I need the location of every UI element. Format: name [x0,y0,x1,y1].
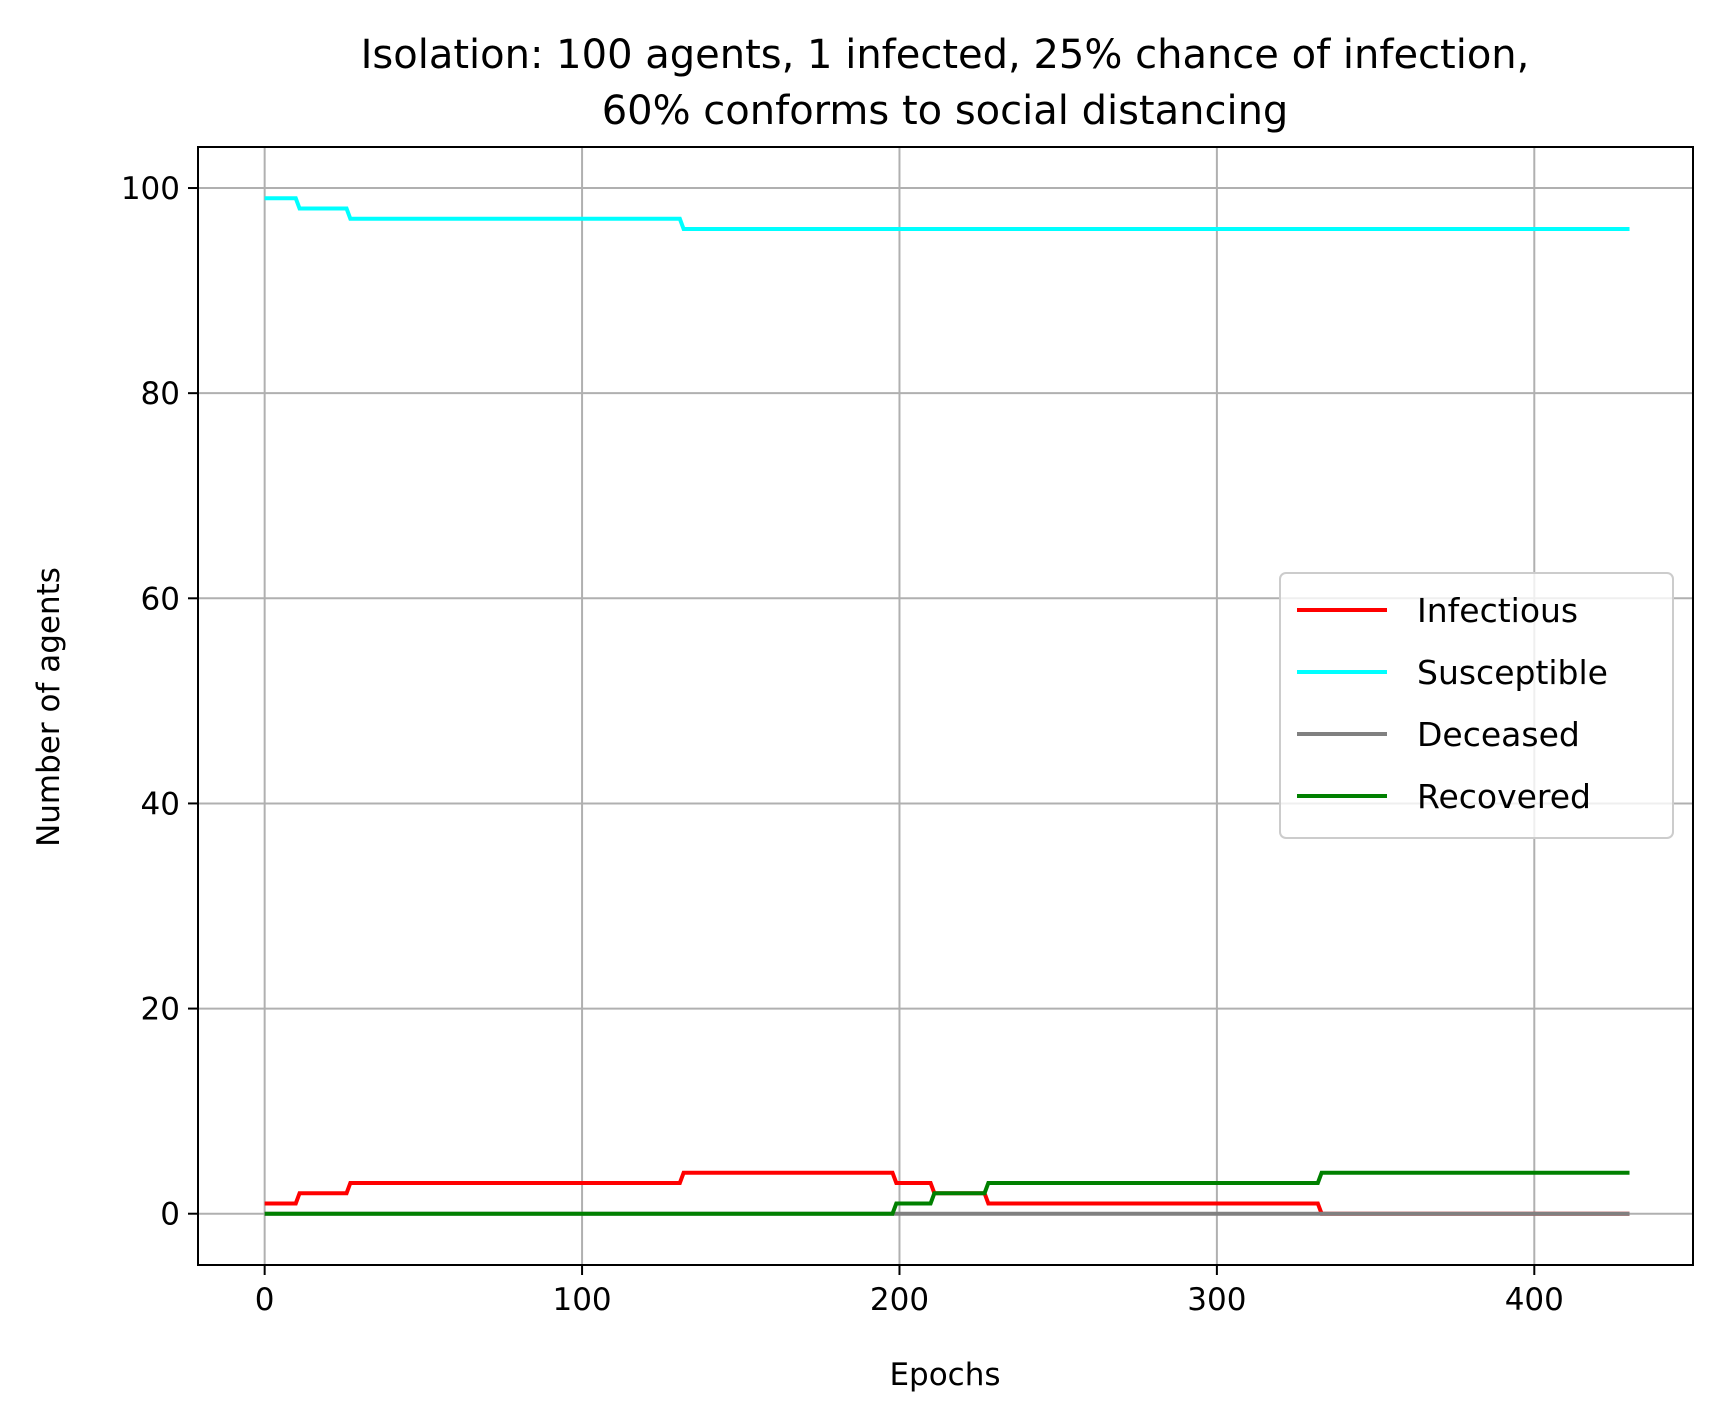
y-tick-label: 0 [160,1197,180,1233]
chart-title-line-1: Isolation: 100 agents, 1 infected, 25% c… [361,32,1530,78]
y-tick-label: 40 [141,786,180,822]
x-tick-label: 200 [870,1282,929,1318]
legend-box [1279,572,1674,839]
legend-label-recovered: Recovered [1417,777,1591,816]
x-tick-label: 300 [1187,1282,1246,1318]
x-axis-label: Epochs [889,1357,1000,1393]
x-tick-label: 100 [552,1282,611,1318]
x-tick-label: 0 [255,1282,275,1318]
x-axis-ticks: 0 100 200 300 400 [255,1265,1564,1318]
series-line-infectious [264,1170,1630,1216]
y-axis-ticks: 0 20 40 60 80 100 [121,171,198,1233]
y-axis-label: Number of agents [31,567,67,847]
y-tick-label: 60 [141,581,180,617]
legend: Infectious Susceptible Deceased Recovered [1279,572,1674,839]
x-tick-label: 400 [1505,1282,1564,1318]
series-lines [264,196,1630,1216]
series-line-susceptible [264,196,1630,232]
y-tick-label: 80 [141,376,180,412]
chart-title: Isolation: 100 agents, 1 infected, 25% c… [361,32,1530,134]
chart-title-line-2: 60% conforms to social distancing [602,88,1289,134]
legend-label-infectious: Infectious [1417,591,1578,630]
plot-frame [197,146,1694,1266]
series-line-recovered [264,1170,1630,1216]
y-tick-label: 20 [141,992,180,1028]
legend-label-deceased: Deceased [1417,715,1580,754]
legend-label-susceptible: Susceptible [1417,653,1608,692]
y-tick-label: 100 [121,171,180,207]
